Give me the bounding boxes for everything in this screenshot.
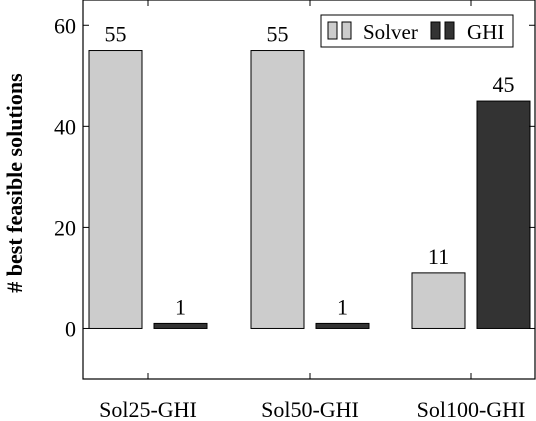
y-tick-label: 0	[65, 316, 76, 341]
x-tick-label: Sol100-GHI	[417, 397, 526, 421]
y-axis-ticks: 0 20 40 60	[54, 13, 535, 341]
bars-group	[88, 50, 531, 329]
value-label: 1	[175, 294, 186, 319]
plot-frame	[82, 0, 536, 380]
y-tick-label: 40	[54, 114, 76, 139]
value-label: 55	[267, 22, 289, 47]
x-tick-label: Sol50-GHI	[261, 397, 359, 421]
bar-solver-sol25-ghi	[88, 50, 143, 329]
legend: Solver GHI	[320, 14, 514, 48]
legend-swatch-solver	[327, 21, 338, 40]
value-label: 11	[428, 244, 449, 269]
value-label: 55	[105, 22, 127, 47]
y-tick-label: 20	[54, 215, 76, 240]
legend-label: Solver	[363, 20, 418, 44]
legend-swatch-ghi	[444, 21, 455, 40]
y-axis-title: # best feasible solutions	[2, 73, 27, 293]
legend-box	[320, 14, 514, 48]
bar-ghi-sol100-ghi	[476, 100, 531, 329]
bar-ghi-sol50-ghi	[315, 322, 370, 329]
x-tick-label: Sol25-GHI	[99, 397, 197, 421]
x-axis-ticks: Sol25-GHI Sol50-GHI Sol100-GHI	[99, 0, 525, 421]
legend-swatch-ghi	[430, 21, 441, 40]
legend-label: GHI	[467, 20, 504, 44]
bar-solver-sol50-ghi	[250, 50, 305, 329]
bar-ghi-sol25-ghi	[153, 322, 208, 329]
legend-swatch-solver	[341, 21, 352, 40]
value-label: 45	[493, 72, 515, 97]
y-tick-label: 60	[54, 13, 76, 38]
value-label: 1	[337, 294, 348, 319]
bar-solver-sol100-ghi	[411, 272, 466, 329]
